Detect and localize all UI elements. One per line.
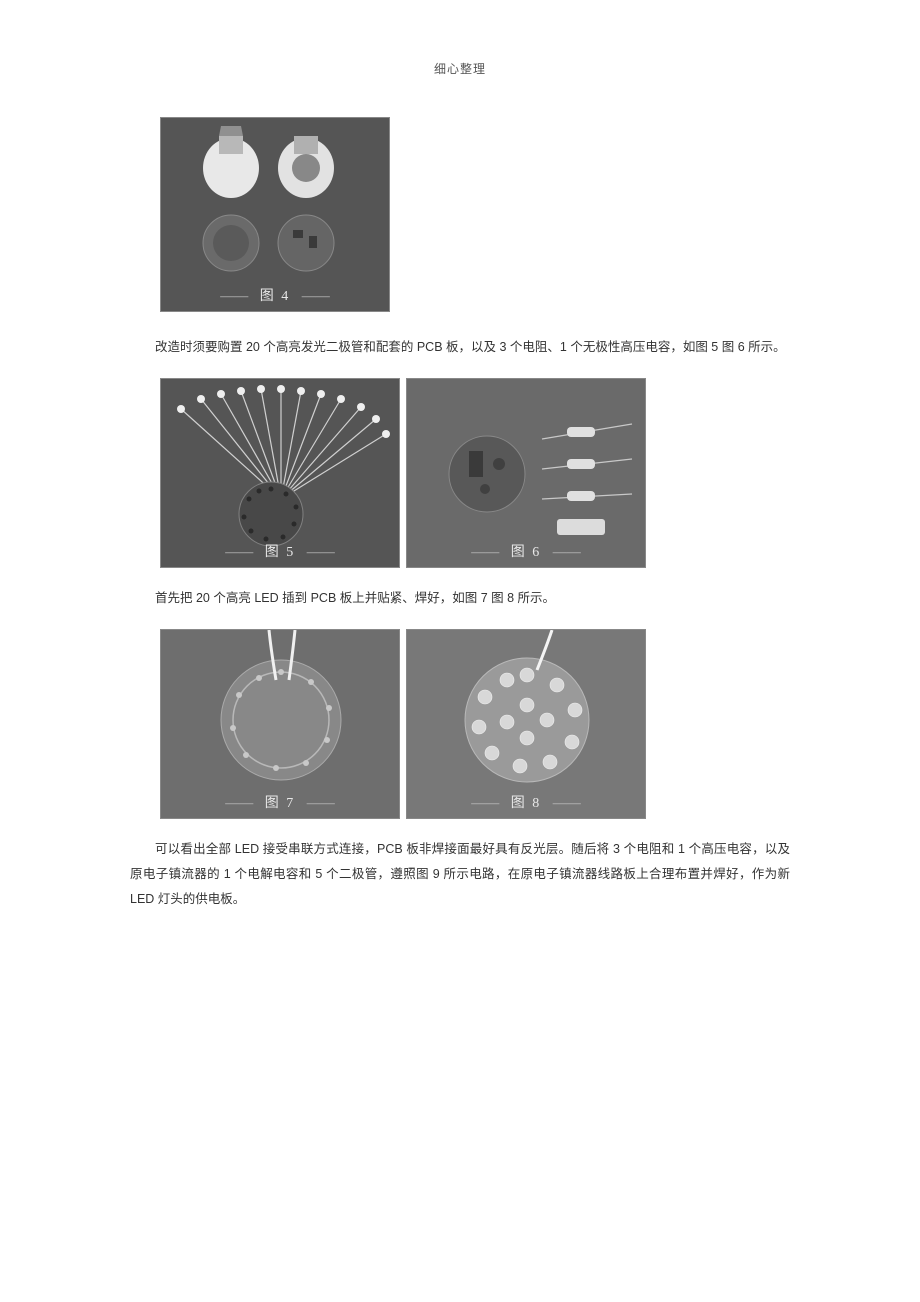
figure-8-caption: —— 图 8 —— bbox=[407, 792, 645, 812]
figure-7-label: 图 7 bbox=[265, 796, 296, 811]
figure-6-caption: —— 图 6 —— bbox=[407, 541, 645, 561]
figure-8-photo: —— 图 8 —— bbox=[406, 629, 646, 819]
figure-7-caption: —— 图 7 —— bbox=[161, 792, 399, 812]
figure-5-caption: —— 图 5 —— bbox=[161, 541, 399, 561]
caption-dash-left: —— bbox=[225, 796, 253, 811]
caption-dash-right: —— bbox=[307, 796, 335, 811]
page-header-title: 细心整理 bbox=[130, 60, 790, 77]
figure-7-photo: —— 图 7 —— bbox=[160, 629, 400, 819]
caption-dash-right: —— bbox=[302, 289, 330, 304]
caption-dash-left: —— bbox=[471, 545, 499, 560]
figure-5-label: 图 5 bbox=[265, 545, 296, 560]
figure-6-label: 图 6 bbox=[511, 545, 542, 560]
figure-5-photo: —— 图 5 —— bbox=[160, 378, 400, 568]
figure-5-6-row: —— 图 5 —— —— 图 6 — bbox=[160, 378, 790, 568]
figure-4-container: —— 图 4 —— bbox=[160, 117, 790, 317]
caption-dash-right: —— bbox=[307, 545, 335, 560]
paragraph-3: 可以看出全部 LED 接受串联方式连接，PCB 板非焊接面最好具有反光层。随后将… bbox=[130, 837, 790, 912]
paragraph-2: 首先把 20 个高亮 LED 插到 PCB 板上并贴紧、焊好，如图 7 图 8 … bbox=[130, 586, 790, 611]
caption-dash-right: —— bbox=[553, 545, 581, 560]
figure-4-caption: —— 图 4 —— bbox=[161, 285, 389, 305]
caption-dash-left: —— bbox=[220, 289, 248, 304]
caption-dash-left: —— bbox=[471, 796, 499, 811]
figure-7-8-row: —— 图 7 —— —— 图 8 —— bbox=[160, 629, 790, 819]
figure-4-label: 图 4 bbox=[260, 289, 291, 304]
caption-dash-left: —— bbox=[225, 545, 253, 560]
caption-dash-right: —— bbox=[553, 796, 581, 811]
figure-6-photo: —— 图 6 —— bbox=[406, 378, 646, 568]
figure-4-photo: —— 图 4 —— bbox=[160, 117, 390, 312]
paragraph-1: 改造时须要购置 20 个高亮发光二极管和配套的 PCB 板，以及 3 个电阻、1… bbox=[130, 335, 790, 360]
figure-8-label: 图 8 bbox=[511, 796, 542, 811]
